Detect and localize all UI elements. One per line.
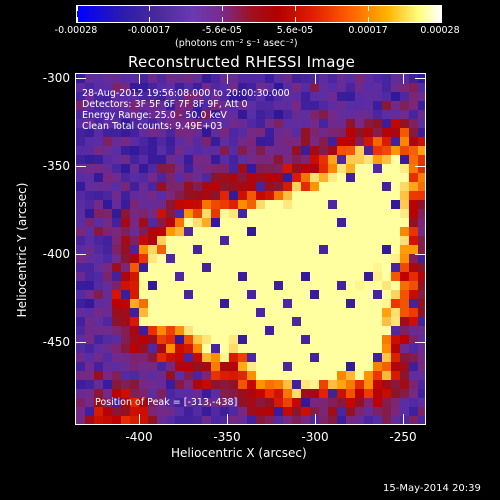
- peak-position: Position of Peak = [-313,-438]: [95, 397, 238, 408]
- heatmap: [76, 74, 425, 424]
- energy-range: Energy Range: 25.0 - 50.0 keV: [82, 110, 227, 121]
- x-tick-label: -400: [125, 430, 153, 444]
- x-tick-label: -300: [301, 430, 329, 444]
- detectors: Detectors: 3F 5F 6F 7F 8F 9F, Att 0: [82, 99, 248, 110]
- timestamp: 15-May-2014 20:39: [383, 483, 481, 494]
- y-axis-label: Heliocentric Y (arcsec): [15, 182, 29, 318]
- y-tick-label: -450: [42, 335, 70, 349]
- y-tick-label: -400: [42, 247, 70, 261]
- colorbar-label: -0.00017: [127, 25, 171, 36]
- colorbar-label: 0.00028: [420, 25, 460, 36]
- colorbar-label: -5.6e-05: [202, 25, 242, 36]
- colorbar-label: 0.00017: [348, 25, 388, 36]
- colorbar: [76, 5, 442, 23]
- y-tick-label: -350: [42, 159, 70, 173]
- x-tick-label: -350: [213, 430, 241, 444]
- plot-title: Reconstructed RHESSI Image: [128, 53, 356, 71]
- x-axis-label: Heliocentric X (arcsec): [171, 446, 307, 460]
- y-tick-label: -300: [42, 71, 70, 85]
- time-range: 28-Aug-2012 19:56:08.000 to 20:00:30.000: [82, 88, 290, 99]
- colorbar-units: (photons cm⁻² s⁻¹ asec⁻²): [175, 38, 298, 49]
- colorbar-label: 5.6e-05: [276, 25, 314, 36]
- colorbar-label: -0.00028: [54, 25, 98, 36]
- clean-counts: Clean Total counts: 9.49E+03: [82, 121, 223, 132]
- rhessi-image: 28-Aug-2012 19:56:08.000 to 20:00:30.000…: [75, 73, 426, 425]
- x-tick-label: -250: [389, 430, 417, 444]
